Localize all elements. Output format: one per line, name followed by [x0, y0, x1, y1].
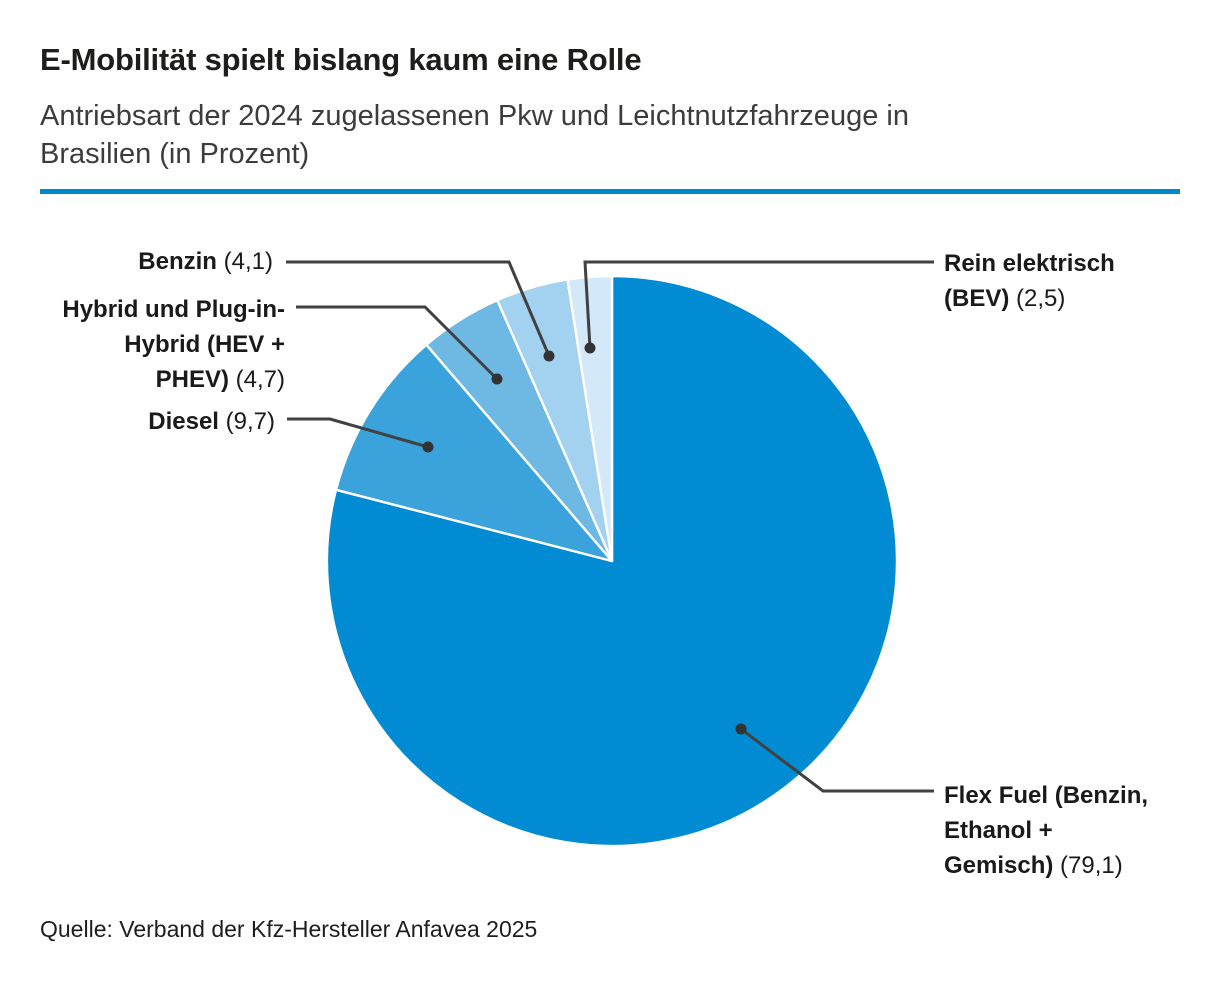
leader-line-benzin	[286, 260, 551, 357]
pie-label-bev-name: Rein elektrisch (BEV)	[944, 250, 1115, 312]
pie-label-benzin-value: (4,1)	[223, 248, 273, 275]
leader-line-bev	[583, 260, 934, 349]
leader-dot-hybrid	[491, 373, 503, 385]
divider-rule	[40, 189, 1180, 194]
pie-label-diesel-name: Diesel	[148, 408, 219, 435]
pie-label-diesel-value: (9,7)	[225, 408, 275, 435]
chart-subtitle: Antriebsart der 2024 zugelassenen Pkw un…	[40, 100, 909, 170]
pie-label-flex-fuel: Flex Fuel (Benzin, Ethanol + Gemisch) (7…	[944, 778, 1150, 883]
leader-line-flex-fuel	[740, 727, 934, 793]
leader-line-diesel	[287, 417, 429, 449]
pie-slice-diesel	[334, 343, 614, 563]
pie-label-bev-value: (2,5)	[1016, 285, 1066, 312]
pie-label-hybrid-name: Hybrid und Plug-in-Hybrid (HEV + PHEV)	[62, 296, 285, 393]
pie-label-bev: Rein elektrisch (BEV) (2,5)	[944, 246, 1164, 316]
pie-label-flex-fuel-name: Flex Fuel (Benzin, Ethanol + Gemisch)	[944, 782, 1149, 879]
pie-label-benzin: Benzin (4,1)	[0, 244, 273, 279]
pie-slice-bev	[566, 274, 614, 563]
leader-dot-bev	[584, 342, 596, 354]
leader-line-hybrid	[296, 305, 499, 381]
leader-dot-diesel	[422, 441, 434, 453]
leader-dot-flex-fuel	[735, 723, 747, 735]
pie-label-benzin-name: Benzin	[138, 248, 217, 275]
pie-label-flex-fuel-value: (79,1)	[1060, 852, 1123, 879]
pie-label-diesel: Diesel (9,7)	[0, 404, 275, 439]
pie-label-hybrid: Hybrid und Plug-in-Hybrid (HEV + PHEV) (…	[50, 292, 285, 397]
source-note: Quelle: Verband der Kfz-Hersteller Anfav…	[40, 916, 538, 942]
pie-label-hybrid-value: (4,7)	[235, 366, 285, 393]
leader-dot-benzin	[543, 350, 555, 362]
chart-title: E-Mobilität spielt bislang kaum eine Rol…	[40, 42, 642, 77]
